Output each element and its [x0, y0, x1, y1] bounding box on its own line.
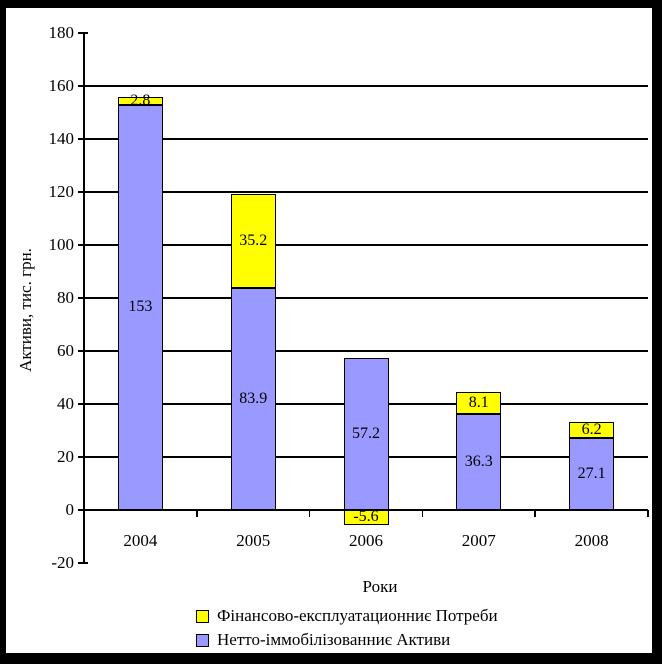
y-axis-tick [78, 191, 88, 193]
x-category-label: 2007 [422, 531, 535, 551]
legend-row: Нетто-іммобілізованниє Активи [196, 628, 498, 652]
y-tick-label: 180 [24, 23, 74, 43]
gridline [84, 244, 648, 246]
y-axis-tick [78, 403, 88, 405]
x-category-label: 2005 [197, 531, 310, 551]
y-tick-label: 120 [24, 182, 74, 202]
data-label-fep: 8.1 [439, 393, 519, 413]
y-tick-label: 160 [24, 76, 74, 96]
y-tick-label: 0 [24, 500, 74, 520]
legend-label: Нетто-іммобілізованниє Активи [217, 628, 450, 652]
y-tick-label: -20 [24, 553, 74, 573]
data-label-netto: 83.9 [213, 389, 293, 409]
x-axis-tick [534, 510, 536, 517]
legend-row: Фінансово-експлуатационниє Потреби [196, 604, 498, 628]
data-label-fep: 35.2 [213, 231, 293, 251]
x-category-label: 2004 [84, 531, 197, 551]
legend-swatch-icon [196, 634, 209, 647]
y-axis-tick [78, 85, 88, 87]
data-label-netto: 57.2 [326, 424, 406, 444]
legend-swatch-icon [196, 610, 209, 623]
data-label-fep: -5.6 [326, 507, 406, 527]
y-axis-tick [78, 244, 88, 246]
y-axis-tick [78, 509, 88, 511]
data-label-fep: 6.2 [552, 420, 632, 440]
x-category-label: 2006 [310, 531, 423, 551]
data-label-netto: 153 [100, 297, 180, 317]
gridline [84, 85, 648, 87]
gridline [84, 191, 648, 193]
y-axis-tick [78, 562, 88, 564]
data-label-netto: 36.3 [439, 452, 519, 472]
x-axis-tick [647, 510, 649, 517]
gridline [84, 138, 648, 140]
y-tick-label: 20 [24, 447, 74, 467]
y-tick-label: 140 [24, 129, 74, 149]
gridline [84, 350, 648, 352]
data-label-fep: 2.8 [100, 91, 180, 111]
plot-area: -200204060801001201401601801532.8200483.… [0, 0, 662, 664]
chart-page: -200204060801001201401601801532.8200483.… [0, 0, 662, 664]
y-axis-tick [78, 456, 88, 458]
x-axis-tick [309, 510, 311, 517]
x-axis-title: Роки [340, 577, 420, 597]
data-label-netto: 27.1 [552, 464, 632, 484]
y-tick-label: 40 [24, 394, 74, 414]
legend-label: Фінансово-експлуатационниє Потреби [217, 604, 498, 628]
x-category-label: 2008 [535, 531, 648, 551]
x-axis-tick [196, 510, 198, 517]
y-axis-tick [78, 32, 88, 34]
legend: Фінансово-експлуатационниє ПотребиНетто-… [196, 604, 498, 652]
y-axis-tick [78, 350, 88, 352]
y-axis-tick [78, 138, 88, 140]
y-axis-tick [78, 297, 88, 299]
x-axis-tick [422, 510, 424, 517]
y-axis-title: Активи, тис. грн. [16, 248, 36, 372]
